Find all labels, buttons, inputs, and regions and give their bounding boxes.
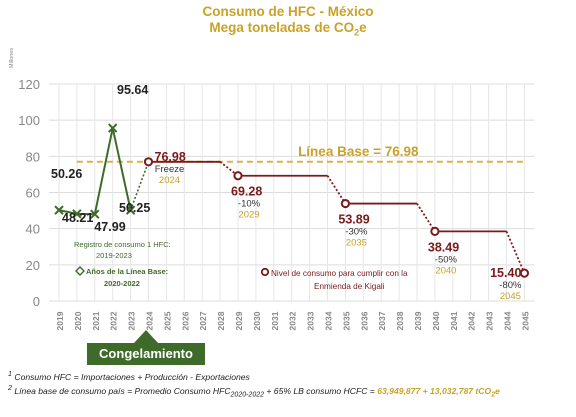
historic-point-marker: [72, 209, 82, 219]
title-subscript: 2: [354, 27, 360, 38]
nivel-annotation-line2: Enmienda de Kigali: [314, 282, 385, 291]
historic-point-marker: [107, 123, 118, 133]
historic-data-label: 48.21: [62, 211, 93, 225]
diamond-legend-icon: [75, 266, 85, 276]
footnote-2-sub: 2020-2022: [230, 391, 265, 399]
x-tick-label: 2044: [503, 311, 513, 330]
target-data-label: 38.49: [428, 240, 459, 254]
x-tick-label: 2022: [109, 311, 119, 330]
congelamiento-arrow-icon: [134, 330, 158, 343]
anios-lb-annotation: Años de la Línea Base:: [86, 267, 168, 276]
registro-annotation: Registro de consumo 1 HFC:: [74, 240, 171, 249]
target-data-label: 15.40: [490, 266, 521, 280]
x-tick-label: 2034: [324, 311, 334, 330]
footnote-1: 1 Consumo HFC = Importaciones + Producci…: [8, 370, 250, 382]
target-reduction-label: -80%: [499, 280, 522, 291]
historic-data-label: 95.64: [117, 83, 148, 97]
x-tick-label: 2030: [252, 311, 262, 330]
historic-data-label: 47.99: [94, 220, 125, 234]
y-tick-label: 40: [26, 222, 40, 237]
x-tick-label: 2020: [73, 311, 83, 330]
x-tick-label: 2019: [55, 311, 65, 330]
x-tick-label: 2025: [162, 311, 172, 330]
y-tick-label: 60: [26, 186, 40, 201]
target-data-label: 69.28: [231, 185, 262, 199]
historic-data-label: 50.26: [51, 167, 82, 181]
nivel-annotation-line1: Nivel de consumo para cumplir con la: [271, 269, 408, 278]
circle-legend-icon: [260, 267, 270, 277]
x-tick-label: 2033: [306, 311, 316, 330]
y-tick-label: 120: [18, 77, 40, 92]
connector-line: [129, 161, 150, 211]
chart-title-line1: Consumo de HFC - México: [202, 4, 374, 19]
title-line2-prefix: Mega toneladas de CO: [209, 20, 355, 35]
target-drop-line: [326, 175, 347, 205]
footnote-2-text-b: + 65% LB consumo HCFC =: [264, 385, 378, 396]
x-tick-label: 2029: [234, 311, 244, 330]
title-line2-suffix: e: [359, 20, 367, 35]
x-tick-label: 2027: [198, 311, 208, 330]
baseline-label: Línea Base = 76.98: [298, 144, 419, 159]
x-tick-label: 2039: [413, 311, 423, 330]
footnote-2-values-end: e: [495, 385, 500, 396]
target-drop-line: [416, 203, 436, 232]
target-data-label: 76.98: [155, 150, 186, 164]
target-year-label: 2045: [500, 291, 521, 302]
target-reduction-label: Freeze: [155, 164, 185, 175]
x-tick-label: 2021: [91, 311, 101, 330]
target-point-marker: [340, 198, 350, 209]
target-year-label: 2029: [238, 210, 259, 221]
x-tick-label: 2045: [520, 311, 530, 330]
x-tick-label: 2032: [288, 311, 298, 330]
x-tick-label: 2040: [431, 311, 441, 330]
target-reduction-label: -50%: [435, 254, 458, 265]
x-tick-label: 2031: [270, 311, 280, 330]
x-tick-label: 2024: [145, 311, 155, 330]
x-tick-label: 2026: [180, 311, 190, 330]
target-reduction-label: -30%: [345, 227, 368, 238]
anios-lb-years: 2020-2022: [104, 279, 140, 288]
historic-point-marker: [90, 209, 100, 219]
x-tick-label: 2036: [359, 311, 369, 330]
target-point-marker: [430, 226, 440, 236]
target-drop-line: [505, 231, 526, 274]
footnote-2-values-sub: 2: [491, 391, 496, 399]
target-data-label: 53.89: [338, 213, 369, 227]
footnote-1-text: Consumo HFC = Importaciones + Producción…: [14, 371, 250, 382]
target-year-label: 2024: [159, 175, 180, 186]
historic-point-marker: [54, 205, 64, 215]
footnote-1-number: 1: [8, 370, 12, 378]
x-tick-label: 2043: [485, 311, 495, 330]
x-tick-label: 2041: [449, 311, 459, 330]
congelamiento-label: Congelamiento: [87, 343, 205, 365]
target-point-marker: [519, 268, 530, 278]
y-tick-label: 20: [26, 258, 40, 273]
target-reduction-label: -10%: [238, 199, 261, 210]
historic-data-label: 50.25: [119, 201, 150, 215]
chart-title-line2: Mega toneladas de CO2e: [0, 20, 576, 41]
y-tick-label: 100: [18, 113, 40, 128]
y-axis-label: Millones: [9, 48, 15, 68]
target-point-marker: [233, 171, 243, 181]
footnote-2-text-a: Línea base de consumo país = Promedio Co…: [14, 385, 231, 396]
x-tick-label: 2042: [467, 311, 477, 330]
footnote-2: 2 Línea base de consumo país = Promedio …: [8, 384, 500, 399]
footnote-2-values-text: 63,949,877 + 13,032,787 tCO: [377, 385, 492, 396]
target-point-marker: [143, 157, 154, 167]
target-year-label: 2040: [435, 265, 456, 276]
x-tick-label: 2038: [395, 311, 405, 330]
x-tick-label: 2028: [216, 311, 226, 330]
x-tick-label: 2035: [341, 311, 351, 330]
target-year-label: 2035: [346, 238, 367, 249]
registro-years: 2019-2023: [96, 251, 132, 260]
footnote-2-number: 2: [8, 384, 12, 392]
x-tick-label: 2037: [377, 311, 387, 330]
footnote-2-values: 63,949,877 + 13,032,787 tCO2e: [377, 385, 500, 399]
y-tick-label: 80: [26, 149, 40, 164]
x-tick-label: 2023: [127, 311, 137, 330]
historic-point-marker: [125, 205, 136, 215]
y-tick-label: 0: [33, 294, 40, 309]
